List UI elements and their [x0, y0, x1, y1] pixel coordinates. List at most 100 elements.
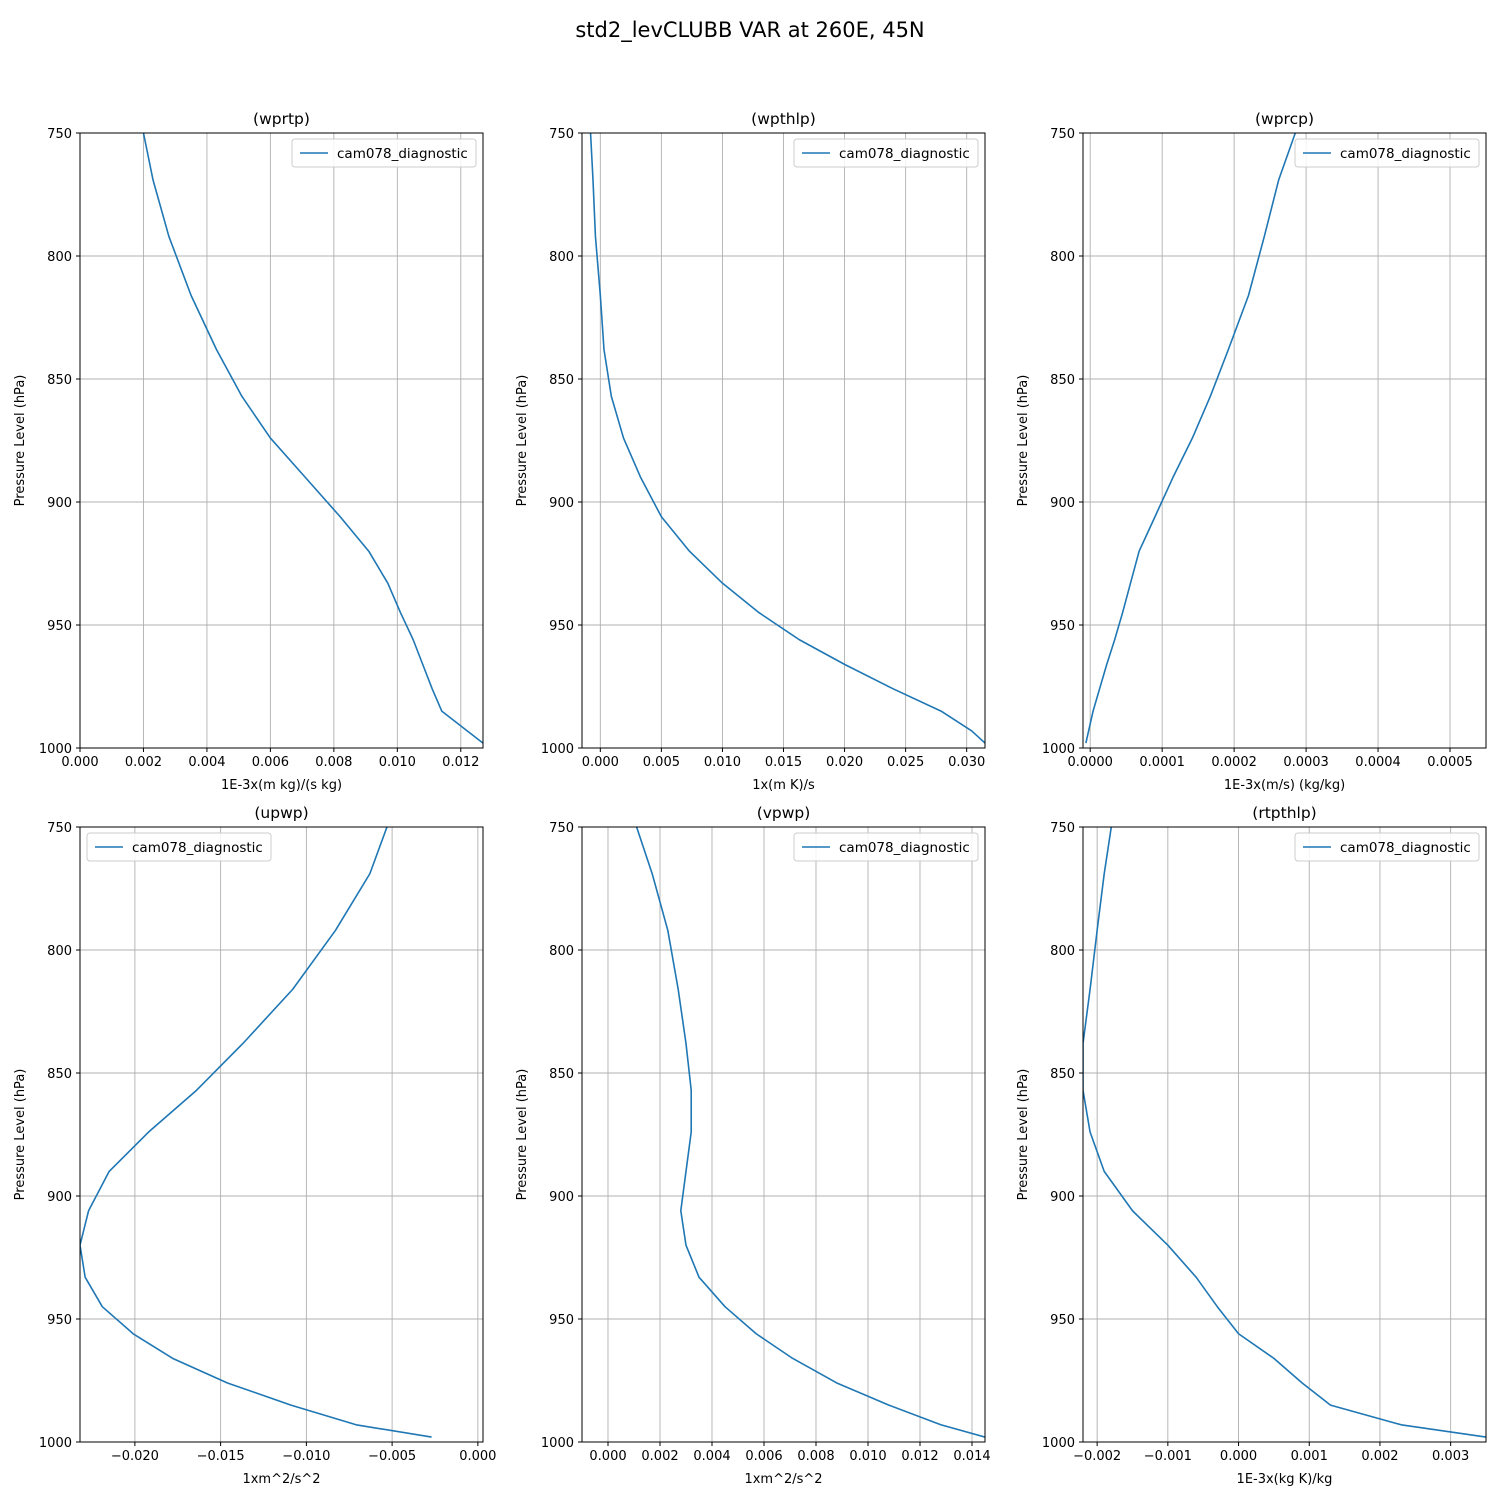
- x-tick-label: 0.015: [765, 755, 802, 770]
- y-tick-label: 750: [47, 127, 72, 142]
- y-tick-label: 850: [549, 1067, 574, 1082]
- axes-frame: [581, 826, 986, 1443]
- x-tick-label: 0.008: [315, 755, 352, 770]
- axes-frame: [1082, 132, 1487, 749]
- x-tick-label: 0.005: [643, 755, 680, 770]
- x-tick-label: 0.000: [582, 755, 619, 770]
- legend-box: [1294, 138, 1480, 168]
- x-tick-label: −0.010: [282, 1449, 330, 1464]
- legend-box: [793, 138, 979, 168]
- y-tick-label: 850: [47, 1067, 72, 1082]
- panel-title: (wprcp): [1255, 110, 1314, 128]
- y-tick-label: 950: [549, 1313, 574, 1328]
- y-tick-label: 1000: [1042, 1436, 1075, 1451]
- panel-title: (wpthlp): [751, 110, 816, 128]
- y-tick-label: 850: [1050, 373, 1075, 388]
- series-line: [142, 133, 483, 744]
- figure-title: std2_levCLUBB VAR at 260E, 45N: [575, 18, 924, 43]
- y-tick-label: 900: [549, 496, 574, 511]
- y-tick-label: 800: [1050, 944, 1075, 959]
- x-tick-label: 0.012: [442, 755, 479, 770]
- legend-label: cam078_diagnostic: [839, 840, 970, 856]
- y-tick-label: 800: [549, 944, 574, 959]
- x-tick-label: 0.000: [61, 755, 98, 770]
- legend-box: [86, 832, 272, 862]
- x-tick-label: 0.003: [1432, 1449, 1469, 1464]
- legend-box: [1294, 832, 1480, 862]
- x-tick-label: 0.014: [953, 1449, 990, 1464]
- y-axis-label: Pressure Level (hPa): [1016, 375, 1031, 507]
- y-axis-label: Pressure Level (hPa): [13, 1069, 28, 1201]
- panel-title: (wprtp): [253, 110, 310, 128]
- x-tick-label: −0.005: [368, 1449, 416, 1464]
- series-line: [635, 827, 985, 1438]
- series-line: [1083, 827, 1486, 1438]
- y-axis-label: Pressure Level (hPa): [515, 375, 530, 507]
- y-tick-label: 750: [549, 821, 574, 836]
- x-tick-label: 0.0002: [1211, 755, 1257, 770]
- legend: cam078_diagnostic: [793, 138, 979, 168]
- x-tick-label: 0.004: [188, 755, 225, 770]
- x-axis-label: 1E-3x(m/s) (kg/kg): [1224, 778, 1345, 793]
- x-axis-label: 1xm^2/s^2: [744, 1472, 822, 1487]
- y-tick-label: 750: [1050, 821, 1075, 836]
- panel-2: 0.0000 0.0001 0.0002 0.0003 0.0004 0.0005 750 8…: [1016, 110, 1487, 793]
- x-tick-label: 0.030: [948, 755, 985, 770]
- x-tick-label: 0.004: [693, 1449, 730, 1464]
- y-axis-label: Pressure Level (hPa): [13, 375, 28, 507]
- series-line: [1085, 133, 1297, 744]
- panel-1: 0.000 0.005 0.010 0.015 0.020 0.025 0.030 750 80…: [515, 110, 986, 793]
- legend: cam078_diagnostic: [1294, 832, 1480, 862]
- y-tick-label: 800: [47, 944, 72, 959]
- y-tick-label: 1000: [541, 1436, 574, 1451]
- panel-3: −0.020 −0.015 −0.010 −0.005 0.000 750 800 850 90…: [13, 804, 496, 1487]
- legend-box: [793, 832, 979, 862]
- y-tick-label: 800: [549, 250, 574, 265]
- x-tick-label: 0.000: [459, 1449, 496, 1464]
- x-tick-label: 0.000: [1220, 1449, 1257, 1464]
- x-tick-label: 0.010: [704, 755, 741, 770]
- legend: cam078_diagnostic: [291, 138, 477, 168]
- legend: cam078_diagnostic: [86, 832, 272, 862]
- panel-title: (rtpthlp): [1252, 804, 1316, 822]
- panel-title: (vpwp): [757, 804, 811, 822]
- y-tick-label: 900: [549, 1190, 574, 1205]
- axes-frame: [79, 132, 484, 749]
- x-tick-label: 0.020: [826, 755, 863, 770]
- y-tick-label: 1000: [39, 742, 72, 757]
- legend-label: cam078_diagnostic: [1340, 840, 1471, 856]
- y-tick-label: 900: [1050, 496, 1075, 511]
- y-tick-label: 900: [1050, 1190, 1075, 1205]
- y-tick-label: 950: [47, 1313, 72, 1328]
- y-tick-label: 950: [549, 619, 574, 634]
- legend-box: [291, 138, 477, 168]
- y-tick-label: 1000: [1042, 742, 1075, 757]
- x-tick-label: 0.000: [589, 1449, 626, 1464]
- x-tick-label: 0.0003: [1283, 755, 1329, 770]
- x-tick-label: 0.010: [379, 755, 416, 770]
- y-axis-label: Pressure Level (hPa): [1016, 1069, 1031, 1201]
- legend: cam078_diagnostic: [1294, 138, 1480, 168]
- legend-label: cam078_diagnostic: [1340, 146, 1471, 162]
- x-tick-label: 0.008: [797, 1449, 834, 1464]
- y-tick-label: 850: [549, 373, 574, 388]
- y-tick-label: 1000: [541, 742, 574, 757]
- x-tick-label: 0.0004: [1355, 755, 1401, 770]
- x-axis-label: 1E-3x(kg K)/kg: [1237, 1472, 1333, 1487]
- y-axis-label: Pressure Level (hPa): [515, 1069, 530, 1201]
- x-tick-label: 0.002: [641, 1449, 678, 1464]
- x-tick-label: 0.002: [1361, 1449, 1398, 1464]
- x-axis-label: 1E-3x(m kg)/(s kg): [221, 778, 342, 793]
- x-tick-label: 0.025: [887, 755, 924, 770]
- y-tick-label: 900: [47, 496, 72, 511]
- panel-4: 0.000 0.002 0.004 0.006 0.008 0.010 0.012 0.014…: [515, 804, 991, 1487]
- series-line: [589, 133, 985, 744]
- x-tick-label: 0.006: [252, 755, 289, 770]
- panel-0: 0.000 0.002 0.004 0.006 0.008 0.010 0.012 750 80…: [13, 110, 484, 793]
- x-tick-label: 0.012: [901, 1449, 938, 1464]
- legend-label: cam078_diagnostic: [839, 146, 970, 162]
- panel-title: (upwp): [254, 804, 308, 822]
- legend-label: cam078_diagnostic: [337, 146, 468, 162]
- y-tick-label: 900: [47, 1190, 72, 1205]
